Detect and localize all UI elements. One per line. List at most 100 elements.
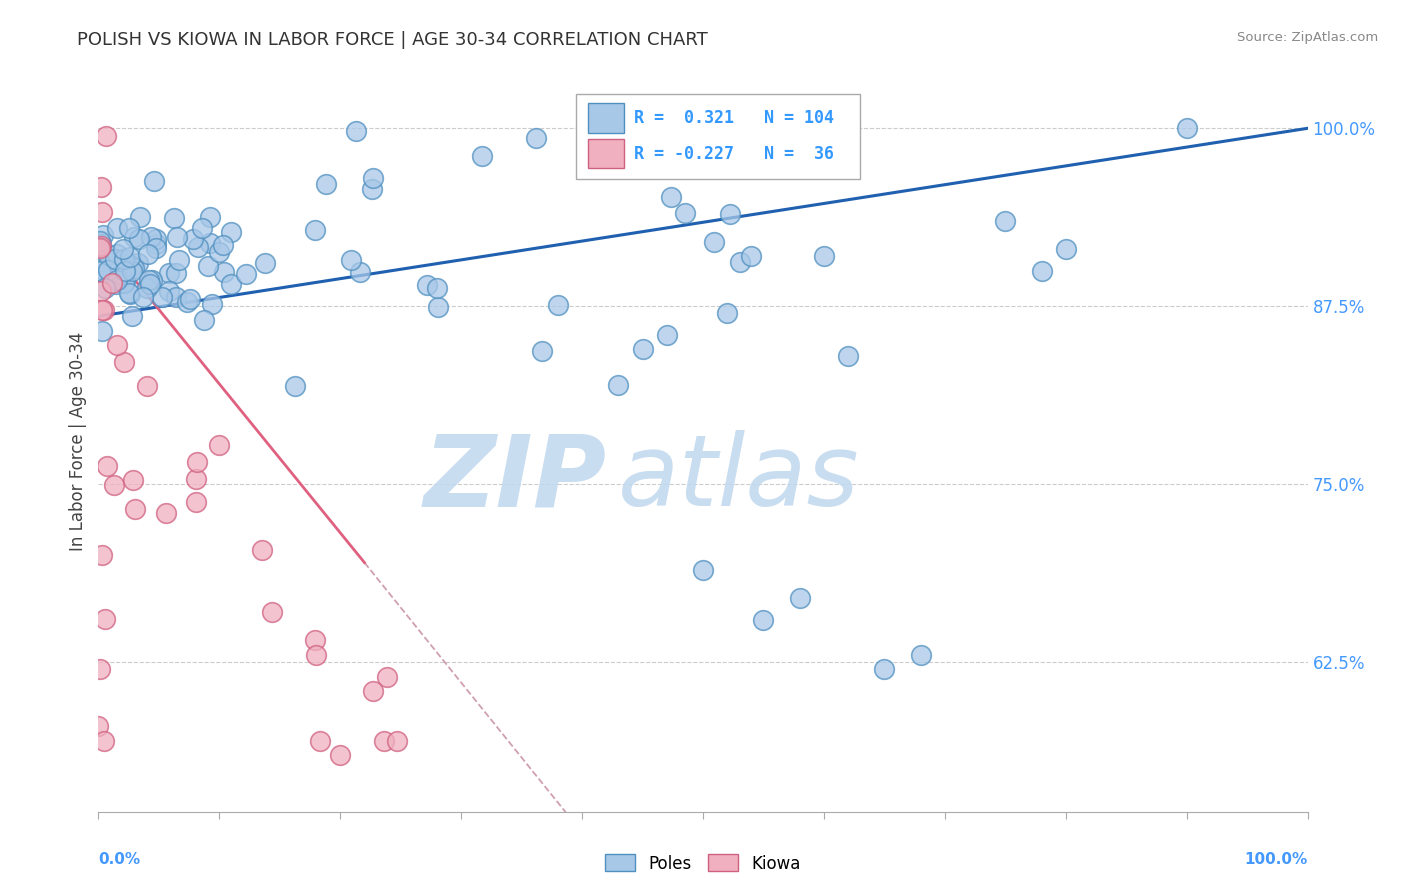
Point (143, 174, 166, 188)
Point (118, 287, 141, 301)
Point (427, 300, 450, 314)
Point (122, 473, 145, 487)
Text: R = -0.227   N =  36: R = -0.227 N = 36 (634, 145, 834, 162)
Point (673, 205, 696, 219)
Point (89, 662, 111, 676)
Point (994, 214, 1017, 228)
Point (127, 256, 149, 270)
FancyBboxPatch shape (588, 139, 624, 169)
Point (375, 670, 398, 684)
Point (197, 259, 219, 273)
Point (91, 549, 114, 563)
Point (837, 349, 859, 363)
Text: 0.0%: 0.0% (98, 853, 141, 867)
Point (253, 256, 276, 270)
Point (90, 261, 112, 276)
Point (531, 343, 554, 358)
Point (105, 277, 128, 292)
Point (284, 379, 307, 393)
Point (90, 284, 112, 298)
Point (112, 354, 135, 368)
Point (873, 662, 896, 676)
Point (105, 273, 128, 287)
Point (145, 241, 167, 255)
Point (740, 249, 762, 264)
Point (90, 302, 112, 317)
Text: 100.0%: 100.0% (1244, 853, 1308, 867)
Point (166, 230, 188, 244)
Point (90, 205, 112, 219)
Point (121, 263, 143, 277)
Point (416, 277, 439, 292)
Point (121, 259, 143, 273)
Point (89, 234, 111, 248)
FancyBboxPatch shape (588, 103, 624, 133)
Point (150, 289, 173, 303)
Point (1031, 263, 1053, 277)
Point (361, 684, 384, 698)
Point (262, 605, 284, 619)
Point (692, 563, 714, 577)
Point (90, 180, 112, 194)
Point (132, 290, 155, 304)
Point (91, 227, 114, 242)
Point (155, 507, 177, 521)
Point (655, 327, 678, 342)
Point (186, 455, 208, 469)
Point (121, 309, 143, 323)
Point (139, 230, 162, 244)
Point (193, 313, 215, 327)
Point (138, 273, 160, 287)
Point (107, 338, 129, 352)
Point (340, 252, 363, 267)
Point (309, 733, 332, 747)
Point (87, 719, 110, 733)
Point (105, 247, 128, 261)
Point (344, 124, 367, 138)
Point (1175, 121, 1198, 136)
Point (124, 501, 146, 516)
Point (250, 543, 273, 558)
Text: R =  0.321   N = 104: R = 0.321 N = 104 (634, 109, 834, 127)
Text: ZIP: ZIP (423, 430, 606, 527)
Point (167, 253, 190, 268)
Point (165, 290, 187, 304)
Point (752, 613, 775, 627)
Text: atlas: atlas (619, 430, 860, 527)
Point (157, 285, 180, 299)
Point (145, 237, 167, 252)
Point (304, 223, 326, 237)
Point (186, 472, 208, 486)
Point (91, 324, 114, 338)
Point (97, 248, 120, 262)
Point (426, 281, 449, 295)
Point (104, 252, 127, 266)
Point (212, 238, 235, 252)
Point (718, 207, 741, 221)
Point (329, 747, 352, 762)
Point (145, 232, 167, 246)
Point (139, 277, 162, 292)
Point (176, 295, 198, 310)
Point (94, 611, 117, 625)
Point (547, 298, 569, 312)
Point (526, 131, 548, 145)
Point (96, 129, 118, 144)
Text: POLISH VS KIOWA IN LABOR FORCE | AGE 30-34 CORRELATION CHART: POLISH VS KIOWA IN LABOR FORCE | AGE 30-… (77, 31, 709, 49)
Point (813, 249, 835, 264)
Point (90, 239, 112, 253)
Point (124, 230, 146, 244)
Point (1054, 243, 1077, 257)
Point (120, 250, 142, 264)
Point (208, 438, 231, 452)
Point (112, 277, 135, 291)
Point (305, 648, 328, 662)
Point (97, 263, 120, 277)
Point (117, 220, 139, 235)
Point (136, 247, 159, 261)
Point (114, 274, 136, 288)
Point (118, 286, 141, 301)
Point (93, 303, 115, 318)
Point (607, 377, 630, 392)
Point (315, 177, 337, 191)
